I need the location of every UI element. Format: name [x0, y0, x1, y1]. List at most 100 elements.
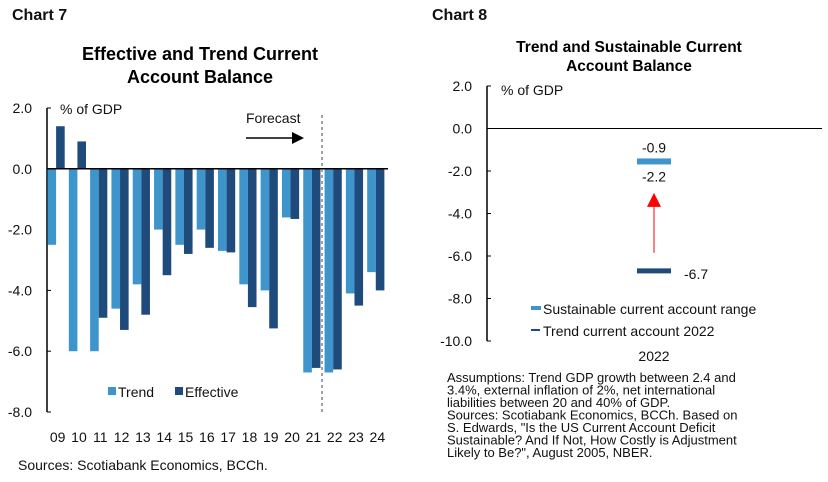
range-low-label: -2.2 — [642, 168, 666, 184]
bar-trend-21 — [303, 168, 312, 373]
bar-effective-15 — [183, 168, 193, 254]
bar-trend-11 — [90, 168, 99, 352]
bar-trend-15 — [175, 168, 184, 245]
bar-effective-09 — [56, 126, 65, 169]
y-tick-label: -4.0 — [448, 206, 472, 222]
bar-effective-21 — [311, 168, 321, 368]
x-tick-label: 23 — [348, 429, 364, 445]
bar-effective-18 — [247, 168, 257, 308]
x-tick-label: 18 — [242, 429, 258, 445]
x-tick-label: 12 — [114, 429, 130, 445]
legend-label-sustainable-range: Sustainable current account range — [543, 301, 756, 317]
y-tick-label: 2.0 — [453, 78, 473, 94]
chart-7-title-line2: Account Balance — [127, 67, 273, 87]
up-arrow-icon — [647, 192, 661, 253]
bar-trend-13 — [132, 168, 142, 285]
chart-7-source: Sources: Scotiabank Economics, BCCh. — [18, 457, 268, 473]
y-tick-label: -2.0 — [448, 163, 472, 179]
x-tick-label: 15 — [178, 429, 194, 445]
y-tick-label: 0.0 — [453, 121, 473, 137]
bar-trend-24 — [367, 168, 376, 273]
bar-effective-16 — [205, 168, 214, 248]
y-tick-label: -10.0 — [440, 333, 472, 349]
legend-swatch-trend — [108, 387, 116, 395]
bar-effective-13 — [141, 168, 150, 315]
x-tick-label: 11 — [93, 429, 108, 445]
note-line: 3.4%, external inflation of 2%, net inte… — [447, 383, 715, 398]
bar-trend-16 — [196, 168, 206, 230]
chart-8-marks — [487, 128, 822, 274]
x-tick-label: 24 — [370, 429, 386, 445]
x-tick-label: 17 — [220, 429, 236, 445]
x-tick-label: 14 — [156, 429, 172, 445]
x-tick-label: 19 — [263, 429, 279, 445]
note-line: Likely to Be?", August 2005, NBER. — [447, 445, 653, 460]
bar-effective-22 — [333, 168, 342, 370]
note-line: liabilities between 20 and 40% of GDP. — [447, 395, 670, 410]
bar-effective-23 — [354, 168, 364, 306]
sustainable-range-bar — [637, 158, 671, 165]
x-tick-label: 13 — [135, 429, 151, 445]
x-tick-label: 22 — [327, 429, 343, 445]
chart-8-title-line1: Trend and Sustainable Current — [516, 39, 742, 56]
bar-trend-14 — [154, 168, 163, 230]
y-tick-label: -2.0 — [8, 222, 32, 238]
bar-effective-14 — [162, 168, 172, 276]
bar-effective-11 — [98, 168, 108, 318]
chart-7-x-ticks: 09 10 11 12 13 14 15 16 17 18 19 20 21 22 23 24 — [50, 429, 385, 445]
bar-effective-24 — [375, 168, 385, 291]
y-tick-label: -6.0 — [448, 248, 472, 264]
chart-7-bars — [47, 126, 388, 373]
chart-8-title-line2: Account Balance — [566, 58, 692, 75]
bar-effective-20 — [290, 168, 300, 219]
note-line: S. Edwards, "Is the US Current Account D… — [447, 420, 716, 435]
legend-swatch-trend-2022 — [531, 329, 540, 331]
bar-trend-12 — [111, 168, 121, 309]
legend-swatch-sustainable-range — [531, 306, 541, 310]
range-high-label: -0.9 — [642, 139, 666, 155]
bar-trend-17 — [218, 168, 227, 251]
y-tick-label: 2.0 — [13, 100, 33, 116]
trend-2022-bar — [637, 268, 671, 274]
chart-7-legend: Trend Effective — [108, 384, 239, 400]
arrow-head — [647, 192, 661, 207]
chart-7-title-line1: Effective and Trend Current — [82, 44, 318, 64]
note-line: Sources: Scotiabank Economics, BCCh. Bas… — [447, 408, 737, 423]
chart-8-legend: Sustainable current account range Trend … — [531, 301, 756, 339]
bar-trend-18 — [239, 168, 248, 285]
note-line: Sustainable? And If Not, How Costly is A… — [447, 433, 737, 448]
forecast-label: Forecast — [246, 110, 301, 126]
y-tick-label: -4.0 — [8, 282, 32, 298]
chart-8-x-label: 2022 — [638, 348, 669, 364]
x-tick-label: 16 — [199, 429, 215, 445]
chart-8-y-ticks: 2.0 0.0 -2.0 -4.0 -6.0 -8.0 -10.0 — [440, 78, 491, 349]
bar-trend-19 — [260, 168, 270, 291]
chart-8-y-unit: % of GDP — [501, 82, 563, 98]
x-tick-label: 20 — [284, 429, 300, 445]
bar-trend-10 — [68, 168, 78, 352]
bar-effective-17 — [226, 168, 236, 253]
legend-label-effective: Effective — [185, 384, 239, 400]
bar-trend-22 — [324, 168, 334, 373]
note-line: Assumptions: Trend GDP growth between 2.… — [447, 370, 736, 385]
chart-8: Chart 8 Trend and Sustainable Current Ac… — [432, 7, 822, 460]
chart-7-y-unit: % of GDP — [60, 101, 122, 117]
bar-effective-19 — [269, 168, 278, 329]
chart-8-header: Chart 8 — [432, 7, 487, 24]
y-tick-label: 0.0 — [13, 161, 33, 177]
bar-trend-20 — [281, 168, 291, 218]
legend-swatch-effective — [175, 387, 183, 395]
x-tick-label: 21 — [306, 429, 322, 445]
x-tick-label: 10 — [71, 429, 87, 445]
bar-trend-09 — [47, 168, 57, 245]
legend-label-trend-2022: Trend current account 2022 — [543, 323, 715, 339]
bar-trend-23 — [345, 168, 355, 294]
bar-effective-12 — [120, 168, 129, 330]
y-tick-label: -8.0 — [8, 404, 32, 420]
forecast-arrow-icon — [246, 132, 304, 144]
chart-7: Chart 7 Effective and Trend Current Acco… — [8, 7, 388, 473]
bar-effective-10 — [77, 141, 87, 169]
chart-8-notes: Assumptions: Trend GDP growth between 2.… — [447, 370, 737, 460]
chart-7-y-ticks: 2.0 0.0 -2.0 -4.0 -6.0 -8.0 — [8, 100, 51, 420]
